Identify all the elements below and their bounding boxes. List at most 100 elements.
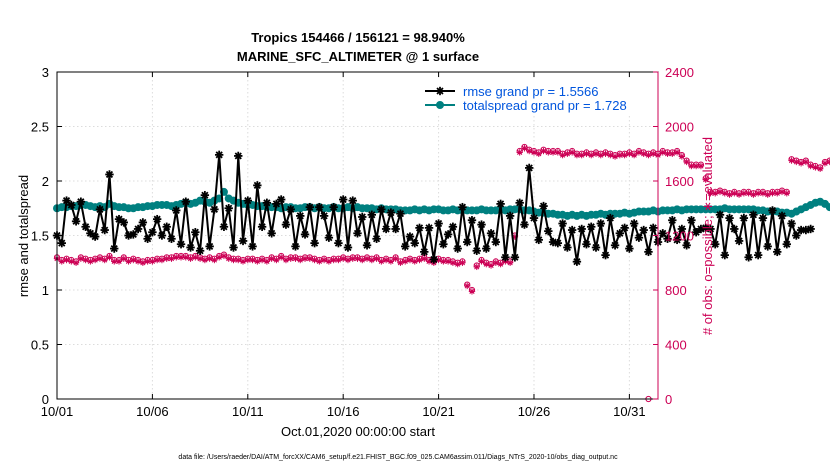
data-point: [416, 256, 423, 264]
y-tick-label: 2: [42, 174, 49, 189]
data-point: [201, 256, 209, 264]
data-point: [134, 258, 142, 265]
data-point: [525, 163, 534, 173]
data-point: [639, 225, 648, 235]
data-point: [263, 258, 271, 265]
y2-tick-label: 2000: [665, 120, 694, 135]
data-point: [187, 255, 194, 262]
data-point: [544, 226, 553, 236]
data-point: [668, 216, 677, 225]
data-point: [630, 151, 638, 159]
data-point: [540, 147, 547, 155]
data-point: [420, 247, 429, 257]
data-point: [753, 250, 763, 260]
data-point: [287, 255, 294, 262]
data-point: [392, 255, 399, 262]
data-point: [745, 190, 752, 197]
data-point: [206, 255, 213, 262]
data-point: [788, 157, 795, 164]
data-point: [454, 260, 461, 268]
data-point: [577, 224, 586, 234]
data-point: [439, 240, 448, 249]
data-point: [324, 233, 334, 242]
data-point: [71, 217, 81, 226]
data-point: [149, 258, 156, 265]
data-point: [315, 202, 324, 212]
legend-marker-totalspread: [436, 101, 444, 109]
data-point: [95, 205, 105, 214]
data-point: [344, 256, 352, 264]
data-point: [377, 205, 386, 214]
data-point: [526, 147, 533, 155]
data-point: [130, 256, 137, 264]
data-point: [515, 198, 524, 207]
data-point: [464, 282, 471, 290]
data-point: [168, 255, 175, 262]
data-point: [359, 256, 366, 264]
data-point: [564, 150, 571, 157]
data-point: [158, 256, 166, 264]
data-point: [588, 151, 595, 159]
data-point: [572, 257, 582, 266]
data-point: [473, 263, 480, 271]
data-point: [726, 191, 733, 198]
data-point: [306, 255, 314, 262]
data-point: [120, 255, 127, 262]
data-point: [415, 223, 424, 233]
data-point: [697, 162, 705, 170]
y-tick-label: 3: [42, 65, 49, 80]
data-point: [362, 241, 372, 250]
data-point: [77, 255, 85, 262]
data-point: [691, 228, 701, 237]
data-point: [186, 243, 195, 252]
data-point: [597, 151, 604, 159]
data-point: [516, 149, 523, 156]
data-point: [57, 238, 66, 248]
y-tick-label: 1: [42, 283, 49, 298]
legend-label-rmse: rmse grand pr = 1.5566: [463, 84, 599, 99]
data-point: [468, 288, 476, 295]
data-point: [716, 188, 724, 196]
data-point: [601, 250, 610, 260]
data-point: [258, 256, 266, 264]
data-point: [792, 231, 801, 240]
data-point: [210, 205, 219, 214]
data-point: [797, 160, 805, 167]
data-point: [487, 262, 495, 269]
data-point: [707, 190, 714, 197]
y2-tick-label: 2400: [665, 65, 694, 80]
data-point: [783, 190, 790, 197]
data-point: [87, 258, 94, 265]
data-point: [276, 195, 286, 204]
data-point: [177, 254, 185, 261]
data-point: [311, 256, 318, 264]
chart-title: Tropics 154466 / 156121 = 98.940%: [251, 30, 465, 45]
data-point: [220, 252, 228, 260]
legend-label-totalspread: totalspread grand pr = 1.728: [463, 98, 627, 113]
data-point: [368, 256, 376, 264]
legend-entry-totalspread: totalspread grand pr = 1.728: [425, 98, 627, 113]
y-tick-label: 1.5: [31, 229, 49, 244]
data-point: [563, 243, 572, 252]
y-tick-label: 0: [42, 392, 49, 407]
data-point: [115, 258, 123, 265]
data-point: [329, 202, 338, 212]
data-point: [397, 259, 404, 266]
data-point: [91, 256, 99, 264]
series-3: [53, 145, 830, 295]
x-tick-label: 10/01: [41, 404, 74, 419]
data-point: [497, 260, 504, 268]
data-point: [230, 256, 237, 264]
data-point: [81, 222, 90, 231]
data-point: [682, 241, 691, 250]
data-point: [687, 216, 696, 225]
data-point: [706, 224, 715, 234]
data-point: [774, 190, 781, 197]
data-point: [483, 260, 490, 268]
data-point: [163, 255, 170, 262]
data-point: [440, 258, 447, 265]
data-point: [133, 224, 143, 234]
data-point: [558, 219, 567, 228]
data-point: [472, 246, 481, 255]
